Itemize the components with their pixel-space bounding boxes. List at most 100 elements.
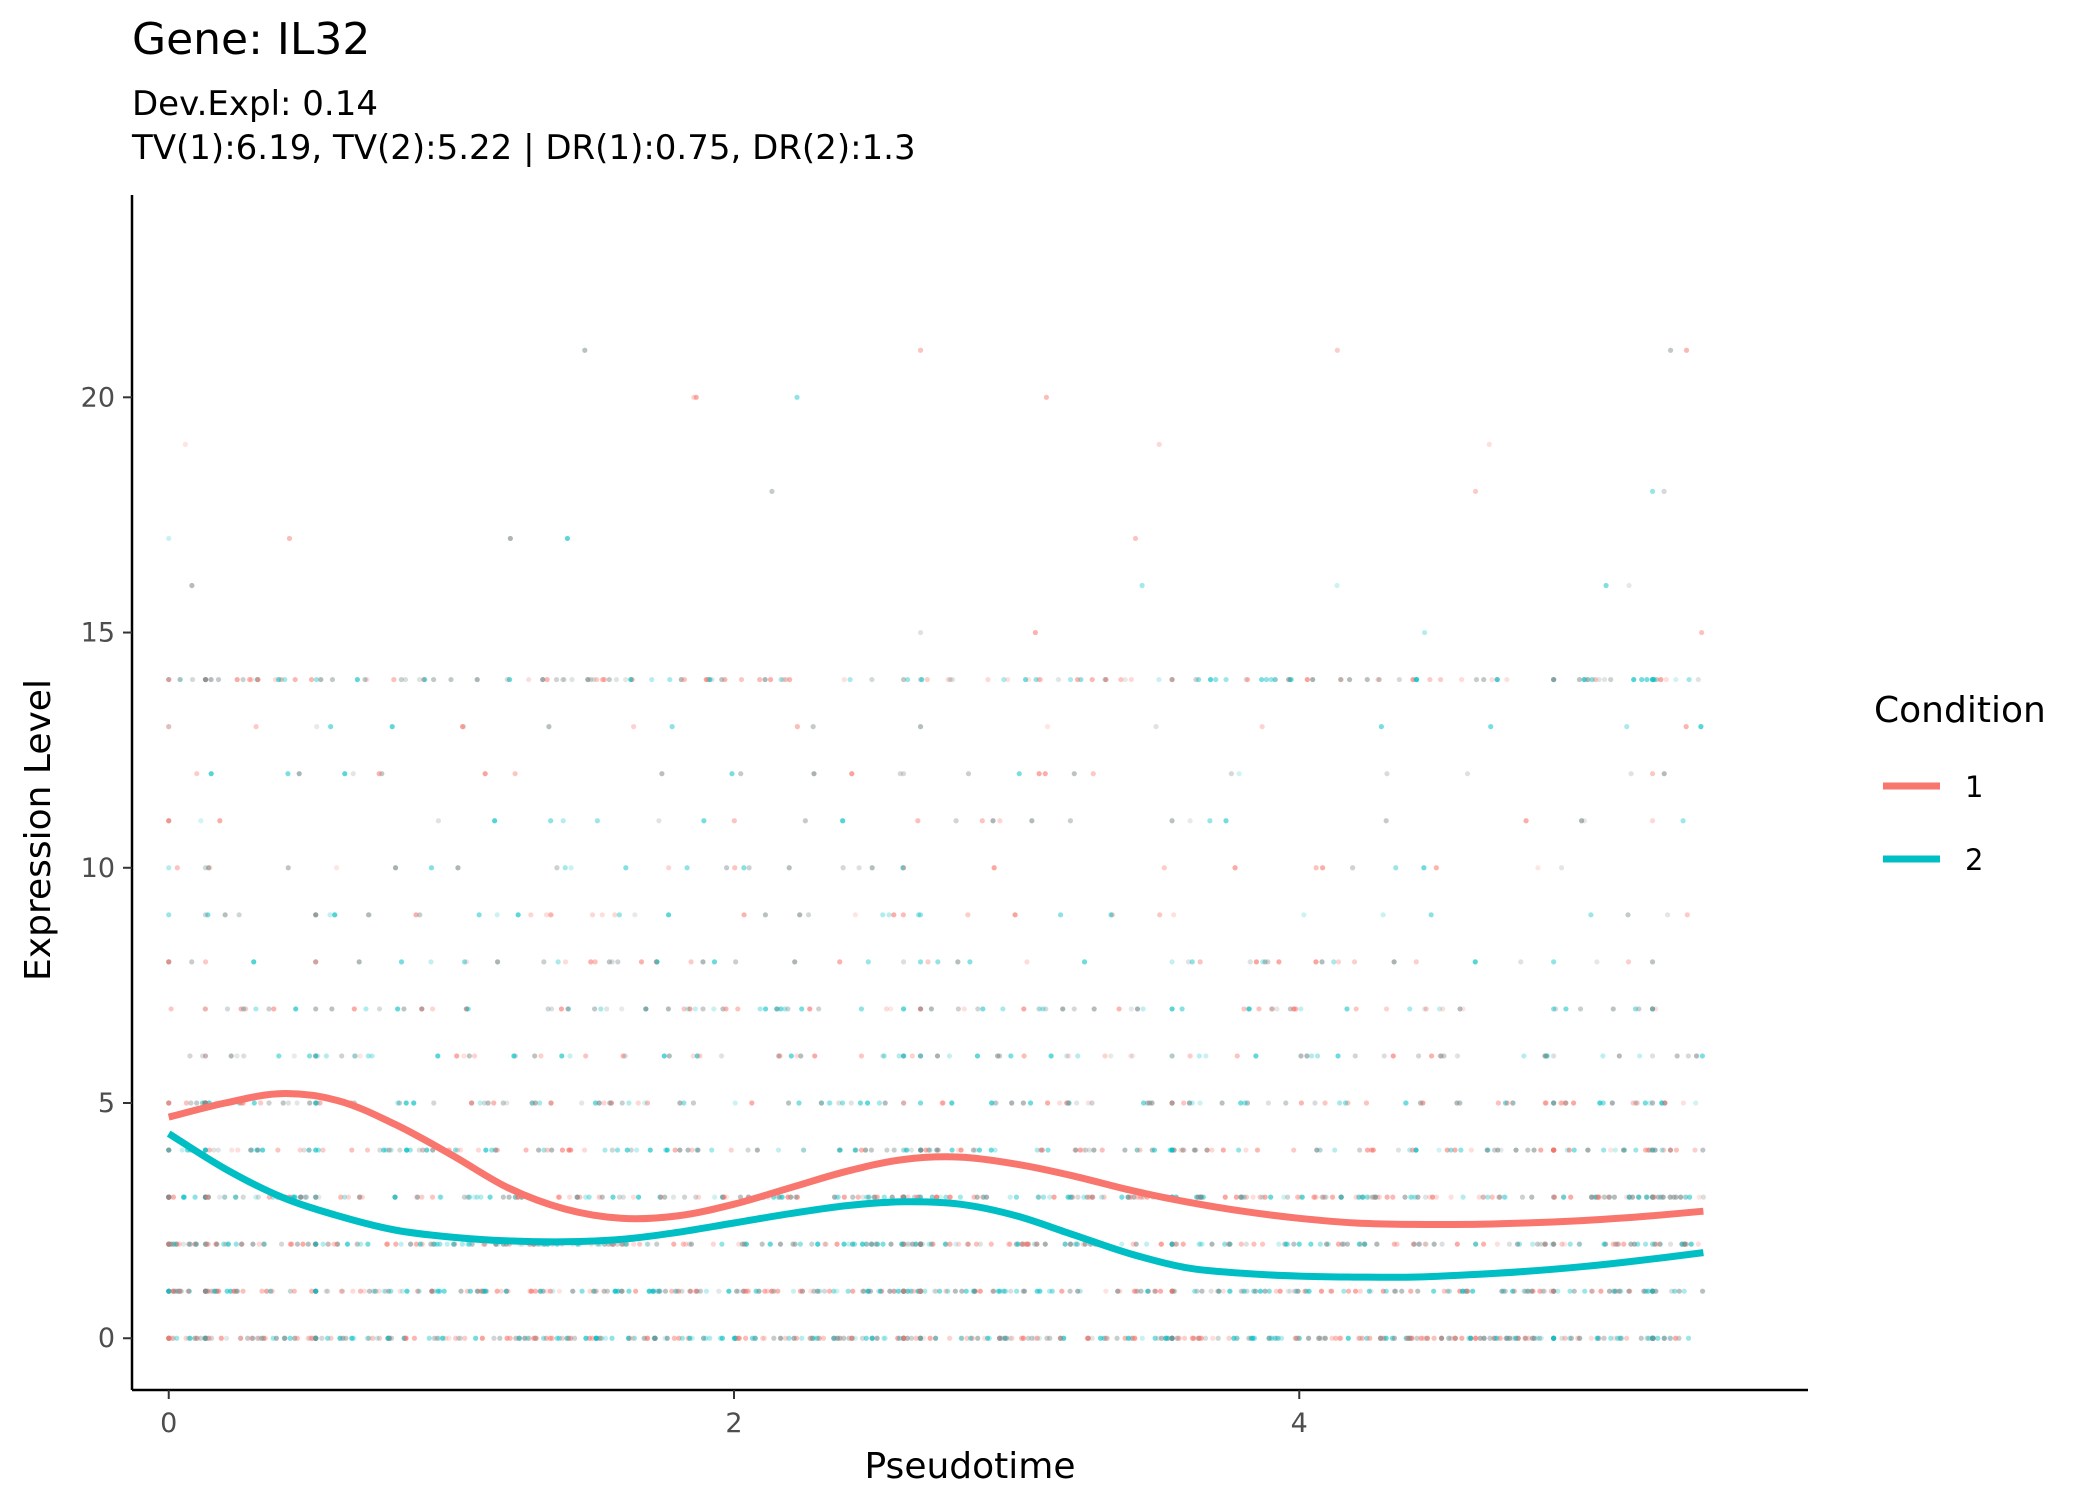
cell-point <box>358 1241 364 1247</box>
cell-point <box>1019 1335 1025 1341</box>
cell-point <box>809 1335 815 1341</box>
cell-point <box>1407 1194 1414 1200</box>
cell-point <box>385 1335 391 1341</box>
cell-point <box>677 1147 683 1153</box>
cell-point <box>1676 1288 1682 1294</box>
cell-point <box>1673 1194 1679 1200</box>
cell-point <box>1428 1053 1435 1059</box>
x-tick-label: 2 <box>725 1408 742 1439</box>
cell-point <box>601 1288 607 1294</box>
cell-point <box>1625 959 1632 965</box>
cell-point <box>1025 1241 1031 1247</box>
cell-point <box>917 1288 924 1294</box>
cell-point <box>323 1053 329 1059</box>
cell-point <box>1199 1241 1205 1247</box>
cell-point <box>187 1053 193 1059</box>
cell-point <box>1667 1241 1674 1247</box>
cell-point <box>461 1194 467 1200</box>
cell-point <box>351 1053 358 1059</box>
cell-point <box>1667 1147 1674 1153</box>
cell-point <box>187 1335 193 1341</box>
cell-point <box>377 1147 383 1153</box>
cell-point <box>430 1241 436 1247</box>
cell-point <box>849 1241 856 1247</box>
cell-point <box>841 1194 847 1200</box>
cell-point <box>205 912 211 918</box>
cell-point <box>663 1147 669 1153</box>
cell-point <box>681 1006 687 1012</box>
cell-point <box>1048 1053 1054 1059</box>
cell-point <box>1069 1194 1075 1200</box>
cell-point <box>1020 1288 1026 1294</box>
cell-point <box>1073 1147 1079 1153</box>
cell-point <box>778 676 784 683</box>
cell-point <box>1688 1241 1694 1247</box>
cell-point <box>1081 1194 1087 1200</box>
cell-point <box>391 676 397 683</box>
cell-point <box>834 1335 841 1341</box>
cell-point <box>585 676 591 683</box>
cell-point <box>475 1147 482 1153</box>
cell-point <box>1291 1241 1297 1247</box>
cell-point <box>632 912 638 918</box>
cell-point <box>609 1147 615 1153</box>
cell-point <box>313 959 319 965</box>
cell-point <box>1497 1335 1503 1341</box>
cell-point <box>917 1241 924 1247</box>
cell-point <box>1585 1147 1591 1153</box>
cell-point <box>1157 912 1163 918</box>
cell-point <box>888 1006 894 1012</box>
cell-point <box>625 1335 632 1341</box>
cell-point <box>1649 1335 1656 1341</box>
cell-point <box>354 1241 361 1247</box>
cell-point <box>565 1006 571 1012</box>
cell-point <box>1624 1335 1630 1341</box>
cell-point <box>205 1194 211 1200</box>
cell-point <box>613 676 619 683</box>
cell-point <box>1585 676 1591 683</box>
cell-point <box>455 865 461 871</box>
cell-point <box>997 1335 1003 1341</box>
cell-point <box>670 1194 677 1200</box>
cell-point <box>1626 582 1632 589</box>
cell-point <box>419 1194 425 1200</box>
cell-point <box>1437 676 1444 683</box>
cell-point <box>1026 676 1032 683</box>
cell-point <box>512 1194 519 1200</box>
cell-point <box>1364 1147 1371 1153</box>
cell-point <box>1635 1100 1641 1106</box>
cell-point <box>345 1194 352 1200</box>
cell-point <box>1022 676 1029 683</box>
cell-point <box>1169 1053 1175 1059</box>
cell-point <box>1085 1100 1091 1106</box>
cell-point <box>166 724 172 730</box>
cell-point <box>215 676 222 683</box>
cell-point <box>707 1335 713 1341</box>
cell-point <box>185 1335 192 1341</box>
cell-point <box>606 959 612 965</box>
cell-point <box>1377 1335 1383 1341</box>
cell-point <box>947 676 953 683</box>
cell-point <box>1298 1100 1305 1106</box>
legend: Condition 1 2 <box>1874 690 2046 877</box>
cell-point <box>1433 865 1439 871</box>
cell-point <box>1633 1147 1639 1153</box>
cell-point <box>297 1147 303 1153</box>
cell-point <box>1436 1006 1443 1012</box>
cell-point <box>917 1053 924 1059</box>
cell-point <box>1220 1288 1226 1294</box>
cell-point <box>891 1147 897 1153</box>
cell-point <box>270 1335 276 1341</box>
cell-point <box>250 1241 256 1247</box>
cell-point <box>654 1241 660 1247</box>
cell-point <box>215 1147 221 1153</box>
cell-point <box>214 1241 220 1247</box>
cell-point <box>1658 676 1664 683</box>
cell-point <box>943 1194 949 1200</box>
cell-point <box>1130 1241 1136 1247</box>
cell-point <box>208 771 214 777</box>
cell-point <box>1549 1241 1555 1247</box>
cell-point <box>1084 1335 1090 1341</box>
cell-point <box>1484 1147 1490 1153</box>
cell-point <box>1551 1288 1557 1294</box>
